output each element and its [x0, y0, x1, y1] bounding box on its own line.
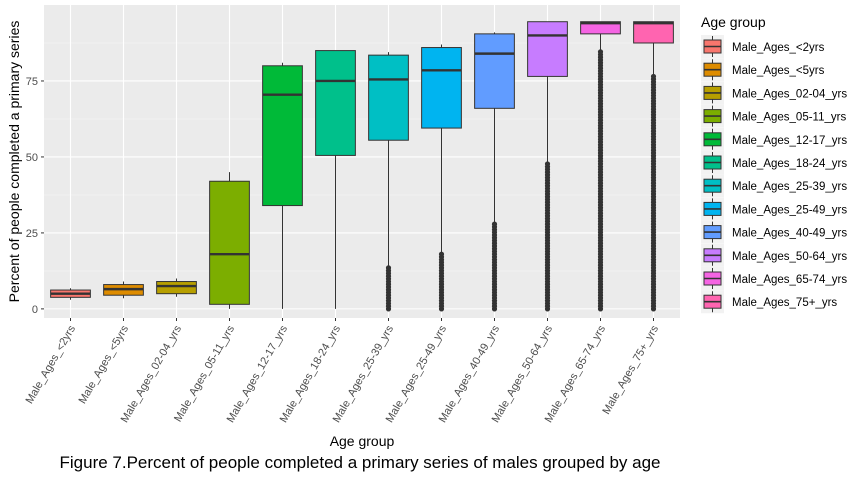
plot-panel: [44, 5, 680, 318]
x-axis-title: Age group: [330, 433, 395, 449]
legend-item: Male_Ages_75+_yrs: [701, 290, 837, 314]
legend-item: Male_Ages_25-39_yrs: [701, 174, 847, 198]
legend-label: Male_Ages_02-04_yrs: [732, 88, 847, 100]
box-body: [421, 47, 462, 129]
y-axis-title: Percent of people completed a primary se…: [6, 21, 22, 303]
legend-item: Male_Ages_40-49_yrs: [701, 220, 847, 244]
legend-label: Male_Ages_50-64_yrs: [732, 251, 847, 263]
outlier-point: [650, 73, 657, 80]
legend-title: Age group: [701, 14, 766, 30]
x-tick-label: Male_Ages_12-17_yrs: [225, 323, 291, 425]
box-male-ages-25-39-yrs: [368, 52, 409, 312]
legend-item: Male_Ages_65-74_yrs: [701, 267, 847, 290]
outlier-point: [544, 161, 551, 167]
y-tick-label: 50: [26, 152, 38, 164]
legend-label: Male_Ages_40-49_yrs: [732, 228, 847, 240]
x-tick-label: Male_Ages_25-49_yrs: [384, 323, 450, 425]
box-body: [474, 33, 515, 109]
x-tick-label: Male_Ages_40-49_yrs: [437, 323, 503, 425]
x-tick-label: Male_Ages_<5yrs: [77, 323, 132, 406]
figure-caption: Figure 7.Percent of people completed a p…: [59, 453, 661, 472]
legend-item: Male_Ages_02-04_yrs: [701, 81, 847, 105]
box-male-ages-05-11-yrs: [209, 172, 250, 309]
box-male-ages-50-64-yrs: [527, 21, 568, 312]
box-male-ages-75-yrs: [633, 21, 674, 312]
outlier-point: [491, 221, 498, 227]
legend-label: Male_Ages_75+_yrs: [732, 297, 837, 309]
outlier-point: [438, 251, 445, 257]
box-male-ages-12-17-yrs: [262, 62, 303, 309]
box-body: [527, 21, 568, 77]
legend-item: Male_Ages_<2yrs: [701, 35, 825, 58]
outlier-point: [597, 49, 604, 55]
x-tick-label: Male_Ages_65-74_yrs: [543, 323, 609, 425]
legend-label: Male_Ages_25-39_yrs: [732, 181, 847, 193]
box-male-ages-2yrs: [50, 288, 91, 300]
x-tick-label: Male_Ages_02-04_yrs: [119, 323, 185, 425]
legend-label: Male_Ages_18-24_yrs: [732, 158, 847, 170]
legend-label: Male_Ages_12-17_yrs: [732, 135, 847, 147]
box-body: [262, 65, 303, 207]
y-tick-label: 25: [26, 228, 38, 240]
legend-item: Male_Ages_50-64_yrs: [701, 243, 847, 267]
y-tick-label: 75: [26, 76, 38, 88]
legend-label: Male_Ages_25-49_yrs: [732, 204, 847, 216]
legend-label: Male_Ages_65-74_yrs: [732, 274, 847, 286]
legend-label: Male_Ages_05-11_yrs: [732, 112, 846, 124]
legend-label: Male_Ages_<2yrs: [732, 42, 825, 54]
legend-label: Male_Ages_<5yrs: [732, 65, 825, 77]
box-male-ages-5yrs: [103, 281, 144, 299]
x-tick-label: Male_Ages_05-11_yrs: [172, 323, 237, 424]
box-male-ages-02-04-yrs: [156, 278, 197, 297]
box-body: [315, 50, 356, 156]
x-tick-label: Male_Ages_<2yrs: [24, 323, 79, 406]
legend-item: Male_Ages_12-17_yrs: [701, 127, 847, 151]
box-male-ages-40-49-yrs: [474, 32, 515, 312]
outlier-point: [385, 265, 392, 271]
legend-item: Male_Ages_05-11_yrs: [701, 104, 846, 128]
x-tick-label: Male_Ages_75+_yrs: [600, 323, 661, 417]
box-body: [209, 180, 250, 305]
x-tick-label: Male_Ages_25-39_yrs: [331, 323, 397, 425]
legend-item: Male_Ages_25-49_yrs: [701, 197, 847, 221]
legend-item: Male_Ages_18-24_yrs: [701, 151, 847, 174]
legend-item: Male_Ages_<5yrs: [701, 58, 825, 82]
x-tick-label: Male_Ages_18-24_yrs: [278, 323, 344, 425]
box-body: [156, 281, 197, 295]
box-body: [633, 21, 674, 44]
box-male-ages-18-24-yrs: [315, 50, 356, 309]
y-tick-label: 0: [32, 304, 38, 316]
box-male-ages-65-74-yrs: [580, 21, 621, 312]
box-body: [580, 21, 621, 35]
x-tick-label: Male_Ages_50-64_yrs: [490, 323, 556, 425]
box-male-ages-25-49-yrs: [421, 44, 462, 312]
box-body: [368, 54, 409, 141]
